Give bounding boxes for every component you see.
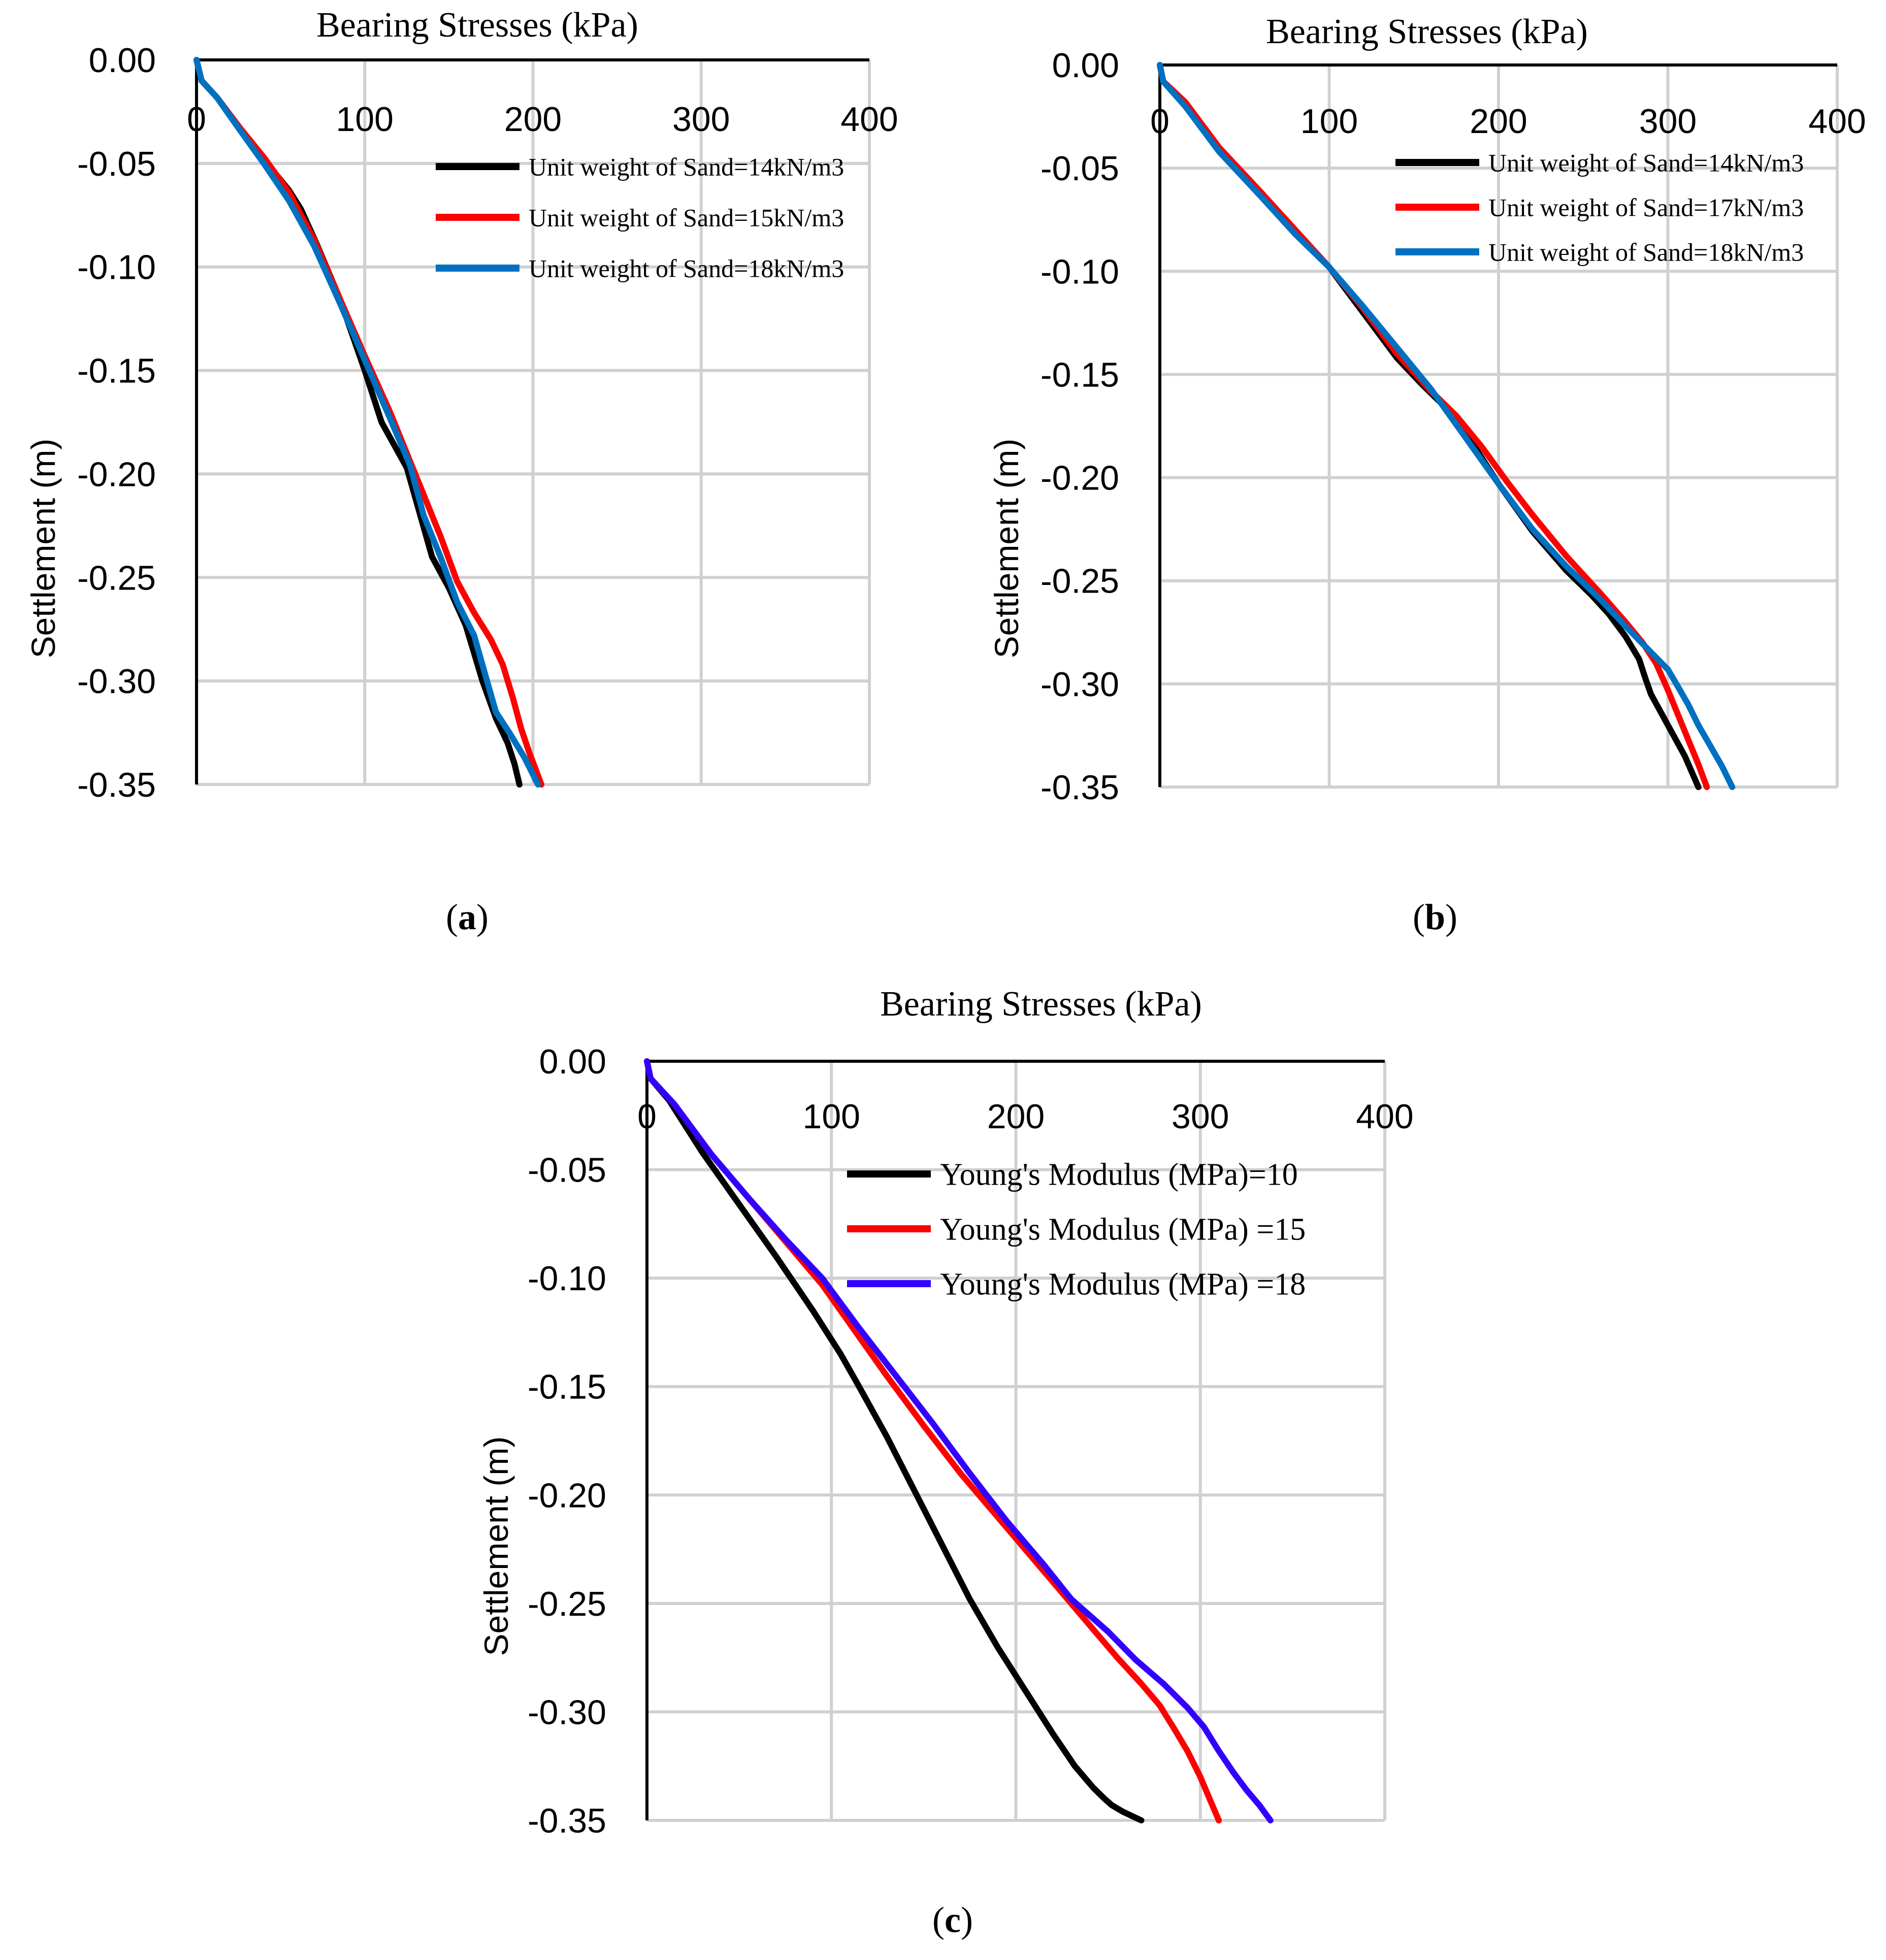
legend-label: Unit weight of Sand=14kN/m3: [529, 153, 844, 181]
series-line-3: [644, 1058, 1274, 1823]
chart-panel-a: Bearing Stresses (kPa) Settlement (m) (a…: [24, 6, 898, 937]
y-tick-label: -0.30: [77, 662, 156, 701]
caption-letter-a: a: [458, 897, 476, 937]
y-tick-label: -0.15: [1040, 355, 1119, 394]
legend-label: Young's Modulus (MPa) =18: [940, 1267, 1306, 1302]
y-axis-label-c: Settlement (m): [477, 1436, 515, 1656]
caption-b: (b): [1413, 897, 1457, 937]
y-tick-label: -0.05: [528, 1151, 606, 1190]
legend-label: Young's Modulus (MPa)=10: [940, 1158, 1298, 1192]
y-tick-label: -0.05: [1040, 149, 1119, 188]
x-tick-label: 200: [1470, 102, 1527, 141]
x-tick-label: 400: [1356, 1097, 1413, 1136]
series-line-3: [1157, 62, 1736, 790]
x-tick-label: 200: [504, 100, 562, 139]
y-tick-label: -0.30: [1040, 665, 1119, 704]
y-tick-label: -0.20: [1040, 459, 1119, 498]
chart-title-b: Bearing Stresses (kPa): [1266, 12, 1588, 51]
caption-c: (c): [932, 1900, 973, 1940]
chart-title-a: Bearing Stresses (kPa): [316, 6, 638, 45]
x-tick-label: 400: [1808, 102, 1866, 141]
series-line-1: [644, 1058, 1145, 1823]
y-axis-label-b: Settlement (m): [988, 439, 1025, 659]
y-tick-label: -0.25: [528, 1585, 606, 1623]
x-tick-label: 0: [1150, 102, 1169, 141]
legend-label: Unit weight of Sand=14kN/m3: [1488, 149, 1804, 177]
chart-title-c: Bearing Stresses (kPa): [880, 985, 1202, 1024]
x-tick-label: 100: [1300, 102, 1358, 141]
series-line-3: [193, 57, 541, 788]
x-tick-label: 0: [187, 100, 206, 139]
y-tick-label: -0.30: [528, 1693, 606, 1732]
y-tick-label: -0.35: [1040, 768, 1119, 807]
legend-label: Unit weight of Sand=18kN/m3: [1488, 238, 1804, 267]
x-tick-label: 0: [637, 1097, 657, 1136]
y-tick-label: -0.35: [77, 766, 156, 804]
x-tick-label: 400: [840, 100, 898, 139]
x-tick-label: 300: [672, 100, 730, 139]
caption-letter-b: b: [1425, 897, 1445, 937]
legend-label: Unit weight of Sand=17kN/m3: [1488, 193, 1804, 222]
caption-a: (a): [446, 897, 489, 937]
y-tick-label: -0.10: [77, 248, 156, 287]
legend-label: Unit weight of Sand=15kN/m3: [529, 204, 844, 232]
y-tick-label: 0.00: [539, 1042, 606, 1081]
y-tick-label: -0.15: [528, 1368, 606, 1407]
y-tick-label: -0.10: [528, 1259, 606, 1298]
x-tick-label: 100: [803, 1097, 860, 1136]
legend-label: Young's Modulus (MPa) =15: [940, 1213, 1306, 1247]
y-tick-label: 0.00: [1052, 46, 1119, 85]
y-tick-label: -0.10: [1040, 252, 1119, 291]
y-tick-label: -0.05: [77, 145, 156, 183]
x-tick-label: 300: [1639, 102, 1697, 141]
y-axis-label-a: Settlement (m): [24, 439, 62, 659]
y-tick-label: -0.25: [1040, 562, 1119, 601]
y-tick-label: -0.20: [77, 455, 156, 494]
x-tick-label: 100: [336, 100, 394, 139]
legend-label: Unit weight of Sand=18kN/m3: [529, 254, 844, 283]
chart-panel-b: Bearing Stresses (kPa) Settlement (m) (b…: [988, 12, 1866, 937]
y-tick-label: -0.25: [77, 559, 156, 597]
y-tick-label: -0.35: [528, 1802, 606, 1840]
y-tick-label: -0.20: [528, 1476, 606, 1515]
x-tick-label: 300: [1172, 1097, 1229, 1136]
chart-panel-c: Bearing Stresses (kPa) Settlement (m) (c…: [477, 985, 1414, 1940]
x-tick-label: 200: [987, 1097, 1045, 1136]
y-tick-label: -0.15: [77, 352, 156, 390]
caption-letter-c: c: [945, 1900, 961, 1940]
y-tick-label: 0.00: [89, 41, 156, 80]
